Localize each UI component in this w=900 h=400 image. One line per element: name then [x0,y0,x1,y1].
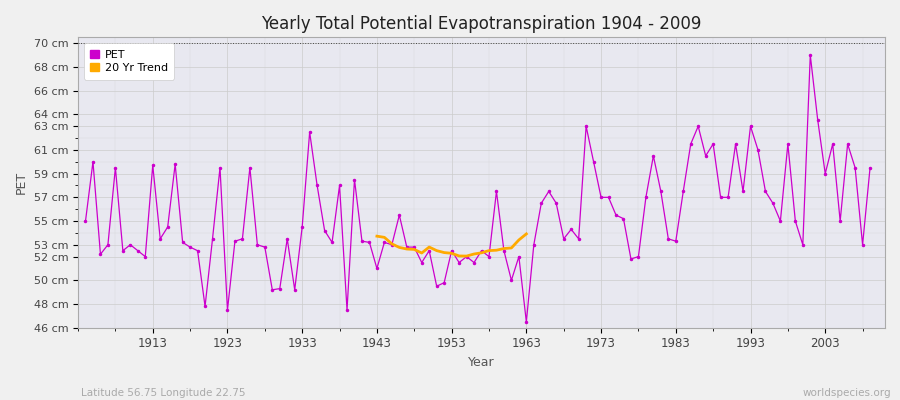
Title: Yearly Total Potential Evapotranspiration 1904 - 2009: Yearly Total Potential Evapotranspiratio… [261,15,702,33]
Text: Latitude 56.75 Longitude 22.75: Latitude 56.75 Longitude 22.75 [81,388,246,398]
Legend: PET, 20 Yr Trend: PET, 20 Yr Trend [84,43,175,80]
Y-axis label: PET: PET [15,171,28,194]
X-axis label: Year: Year [468,356,495,369]
Text: worldspecies.org: worldspecies.org [803,388,891,398]
